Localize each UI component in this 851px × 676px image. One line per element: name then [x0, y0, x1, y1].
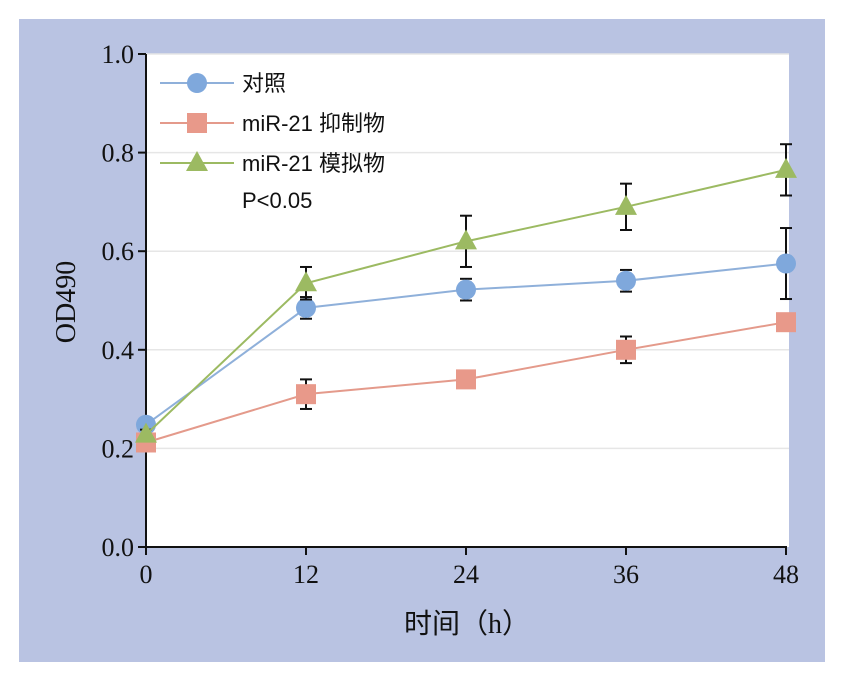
data-point: [615, 194, 637, 215]
data-point: [455, 229, 477, 250]
data-point: [775, 157, 797, 178]
legend-marker: [187, 73, 207, 93]
data-point: [616, 339, 636, 360]
legend-label: miR-21 模拟物: [242, 151, 385, 176]
legend-label: 对照: [242, 71, 286, 96]
data-point: [295, 271, 317, 292]
data-point: [616, 270, 636, 291]
legend-entry-2: miR-21 抑制物: [160, 111, 385, 136]
significance-note: P<0.05: [242, 188, 312, 213]
x-axis-title: 时间（h）: [404, 608, 530, 640]
data-point: [776, 312, 796, 333]
x-tick-label: 0: [140, 560, 153, 589]
y-tick-label: 0.2: [102, 434, 135, 463]
data-point: [296, 297, 316, 318]
line-chart: 0.0 0.2 0.4 0.6 0.8 1.0 0 12 24 36 48 对照 miR-21 抑制物…: [51, 40, 799, 640]
y-tick-label: 0.8: [102, 139, 135, 168]
legend-entry-1: 对照: [160, 71, 286, 96]
y-axis-title: OD490: [51, 261, 82, 343]
series-3: [135, 143, 797, 443]
x-tick-label: 12: [293, 560, 319, 589]
data-point: [296, 384, 316, 405]
legend-entry-3: miR-21 模拟物: [160, 151, 385, 176]
data-point: [776, 253, 796, 274]
data-point: [135, 422, 157, 443]
legend-label: miR-21 抑制物: [242, 111, 385, 136]
legend-marker: [186, 151, 208, 171]
series-1: [136, 227, 796, 435]
x-tick-label: 24: [453, 560, 479, 589]
data-point: [456, 279, 476, 300]
x-tick-label: 48: [773, 560, 799, 589]
y-tick-label: 1.0: [102, 40, 135, 69]
y-tick-label: 0.6: [102, 237, 135, 266]
data-point: [456, 369, 476, 390]
legend-marker: [187, 113, 207, 133]
x-tick-label: 36: [613, 560, 639, 589]
y-tick-label: 0.4: [102, 336, 135, 365]
figure-panel: 0.0 0.2 0.4 0.6 0.8 1.0 0 12 24 36 48 对照 miR-21 抑制物…: [19, 19, 825, 662]
y-tick-label: 0.0: [102, 533, 135, 562]
